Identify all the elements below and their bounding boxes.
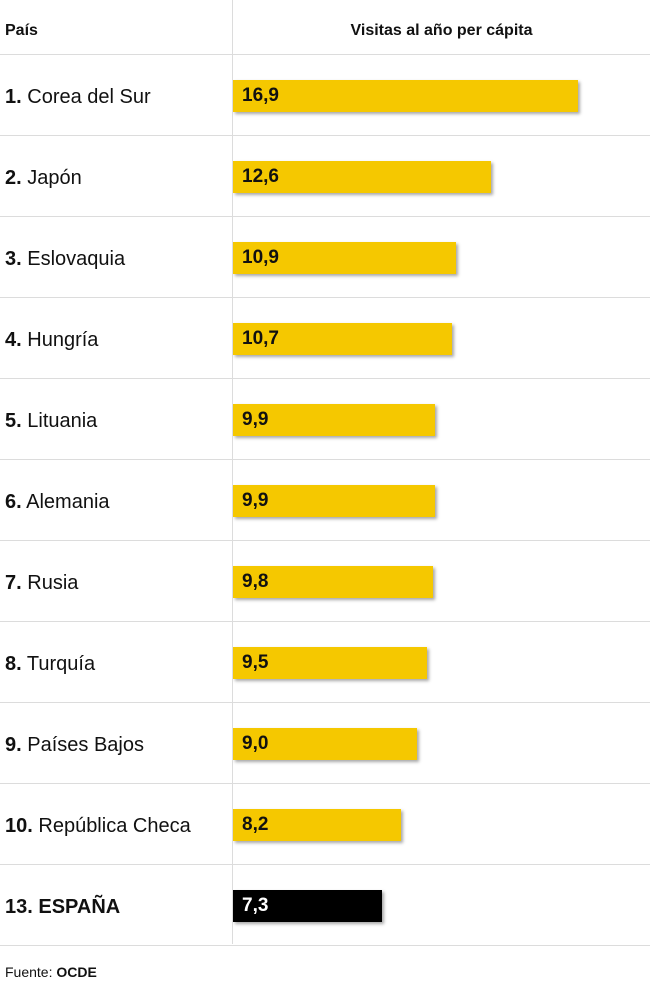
table-row: 1. Corea del Sur 16,9 [0, 55, 650, 136]
country-label: 9. Países Bajos [5, 734, 144, 757]
bar [233, 809, 401, 841]
bar [233, 566, 433, 598]
value-column-header: Visitas al año per cápita [350, 22, 533, 39]
country-name: Turquía [26, 653, 96, 675]
bar [233, 80, 578, 112]
rank-number: 10. [5, 815, 33, 837]
country-name: Corea del Sur [27, 86, 151, 108]
table-row: 2. Japón 12,6 [0, 136, 650, 217]
rank-number: 4. [5, 329, 22, 351]
table-row: 5. Lituania 9,9 [0, 379, 650, 460]
table-row: 3. Eslovaquia 10,9 [0, 217, 650, 298]
bar [233, 323, 452, 355]
source-prefix: Fuente: [5, 964, 53, 980]
table-header: País Visitas al año per cápita [0, 0, 650, 55]
country-label: 6. Alemania [5, 491, 110, 514]
rank-number: 5. [5, 410, 22, 432]
country-label: 5. Lituania [5, 410, 97, 433]
bar [233, 647, 427, 679]
bar-value-label: 9,9 [242, 409, 269, 430]
country-name: Lituania [27, 410, 98, 432]
country-label: 7. Rusia [5, 572, 78, 595]
bar [233, 485, 435, 517]
bar-value-label: 7,3 [242, 895, 269, 916]
country-name: Eslovaquia [27, 248, 126, 270]
bar-value-label: 10,9 [242, 247, 279, 268]
bar [233, 890, 382, 922]
country-label: 13. ESPAÑA [5, 896, 120, 919]
rank-number: 3. [5, 248, 22, 270]
country-label: 8. Turquía [5, 653, 95, 676]
table-row: 4. Hungría 10,7 [0, 298, 650, 379]
country-name: Japón [27, 167, 82, 189]
bar [233, 404, 435, 436]
table-row: 7. Rusia 9,8 [0, 541, 650, 622]
bar-value-label: 12,6 [242, 166, 279, 187]
rank-number: 13. [5, 896, 33, 918]
country-column-header: País [5, 22, 38, 39]
table-row: 8. Turquía 9,5 [0, 622, 650, 703]
rank-number: 2. [5, 167, 22, 189]
country-label: 1. Corea del Sur [5, 86, 151, 109]
bar [233, 161, 491, 193]
country-label: 3. Eslovaquia [5, 248, 125, 271]
table-row: 13. ESPAÑA 7,3 [0, 865, 650, 946]
country-name: ESPAÑA [38, 896, 121, 918]
bar-chart-table: País Visitas al año per cápita 1. Corea … [0, 0, 650, 946]
column-divider [232, 0, 233, 944]
table-row: 10. República Checa 8,2 [0, 784, 650, 865]
rank-number: 1. [5, 86, 22, 108]
table-row: 6. Alemania 9,9 [0, 460, 650, 541]
country-name: Países Bajos [27, 734, 144, 756]
bar-value-label: 9,8 [242, 571, 269, 592]
bar-value-label: 9,5 [242, 652, 269, 673]
bar [233, 242, 456, 274]
bar-value-label: 8,2 [242, 814, 269, 835]
country-name: Rusia [27, 572, 79, 594]
country-name: Alemania [26, 491, 110, 513]
country-name: República Checa [38, 815, 191, 837]
country-label: 10. República Checa [5, 815, 191, 838]
bar-value-label: 10,7 [242, 328, 279, 349]
table-row: 9. Países Bajos 9,0 [0, 703, 650, 784]
country-label: 2. Japón [5, 167, 82, 190]
rank-number: 6. [5, 491, 22, 513]
country-label: 4. Hungría [5, 329, 98, 352]
rank-number: 9. [5, 734, 22, 756]
rank-number: 8. [5, 653, 22, 675]
bar-value-label: 16,9 [242, 85, 279, 106]
rank-number: 7. [5, 572, 22, 594]
source-note: Fuente: OCDE [5, 964, 97, 980]
bar-value-label: 9,0 [242, 733, 269, 754]
source-name: OCDE [56, 964, 97, 980]
country-name: Hungría [27, 329, 99, 351]
bar [233, 728, 417, 760]
bar-value-label: 9,9 [242, 490, 269, 511]
